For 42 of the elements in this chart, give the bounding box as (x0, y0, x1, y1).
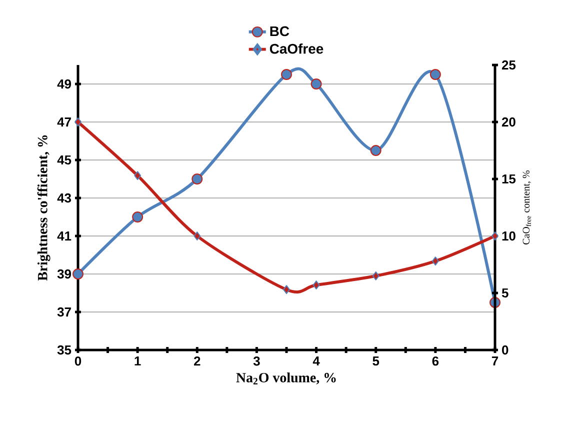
point (370, 145, 382, 156)
y-tick-label: 37 (57, 307, 71, 317)
point (312, 280, 320, 290)
x-tick-label: 0 (74, 356, 82, 366)
point (372, 271, 380, 280)
x-tick-label: 6 (432, 356, 439, 366)
y2-tick-label: 0 (502, 345, 508, 355)
legend-label: CaOfree (270, 44, 324, 54)
x-tick-label: 1 (134, 356, 141, 366)
point (134, 171, 142, 180)
y-tick-label: 45 (57, 155, 72, 165)
y-tick-label: 41 (57, 232, 72, 240)
point (72, 268, 84, 280)
point (430, 69, 441, 80)
x-tick-label: 5 (372, 356, 380, 366)
point (310, 78, 322, 90)
y-tick-label: 49 (57, 79, 72, 89)
y2-tick-label: 10 (502, 231, 516, 241)
point (281, 69, 292, 80)
x-tick-label: 2 (194, 356, 200, 366)
y2-tick-label: 5 (502, 288, 508, 298)
x-tick-label: 4 (312, 356, 320, 366)
y2-axis-title: CaO$_{free}$ content, % (522, 170, 531, 244)
x-tick-label: 3 (253, 356, 260, 366)
y2-tick-label: 20 (502, 117, 516, 127)
y-tick-label: 39 (57, 269, 72, 279)
point (492, 232, 498, 240)
point (132, 212, 144, 222)
y2-tick-label: 25 (502, 60, 516, 70)
point (74, 118, 82, 126)
x-tick-label: 7 (492, 356, 498, 366)
point (283, 285, 290, 294)
point (432, 256, 439, 266)
point (192, 174, 203, 184)
y-tick-label: 47 (57, 118, 71, 126)
point (194, 232, 201, 240)
legend-label: BC (270, 26, 290, 36)
y-tick-label: 35 (57, 345, 72, 355)
y-tick-label: 43 (57, 193, 72, 203)
x-axis-title: Na$_{2}$O volume, % (236, 372, 336, 384)
y-axis-title: Brightness co'fficient, % (37, 135, 50, 281)
y2-tick-label: 15 (502, 174, 516, 184)
